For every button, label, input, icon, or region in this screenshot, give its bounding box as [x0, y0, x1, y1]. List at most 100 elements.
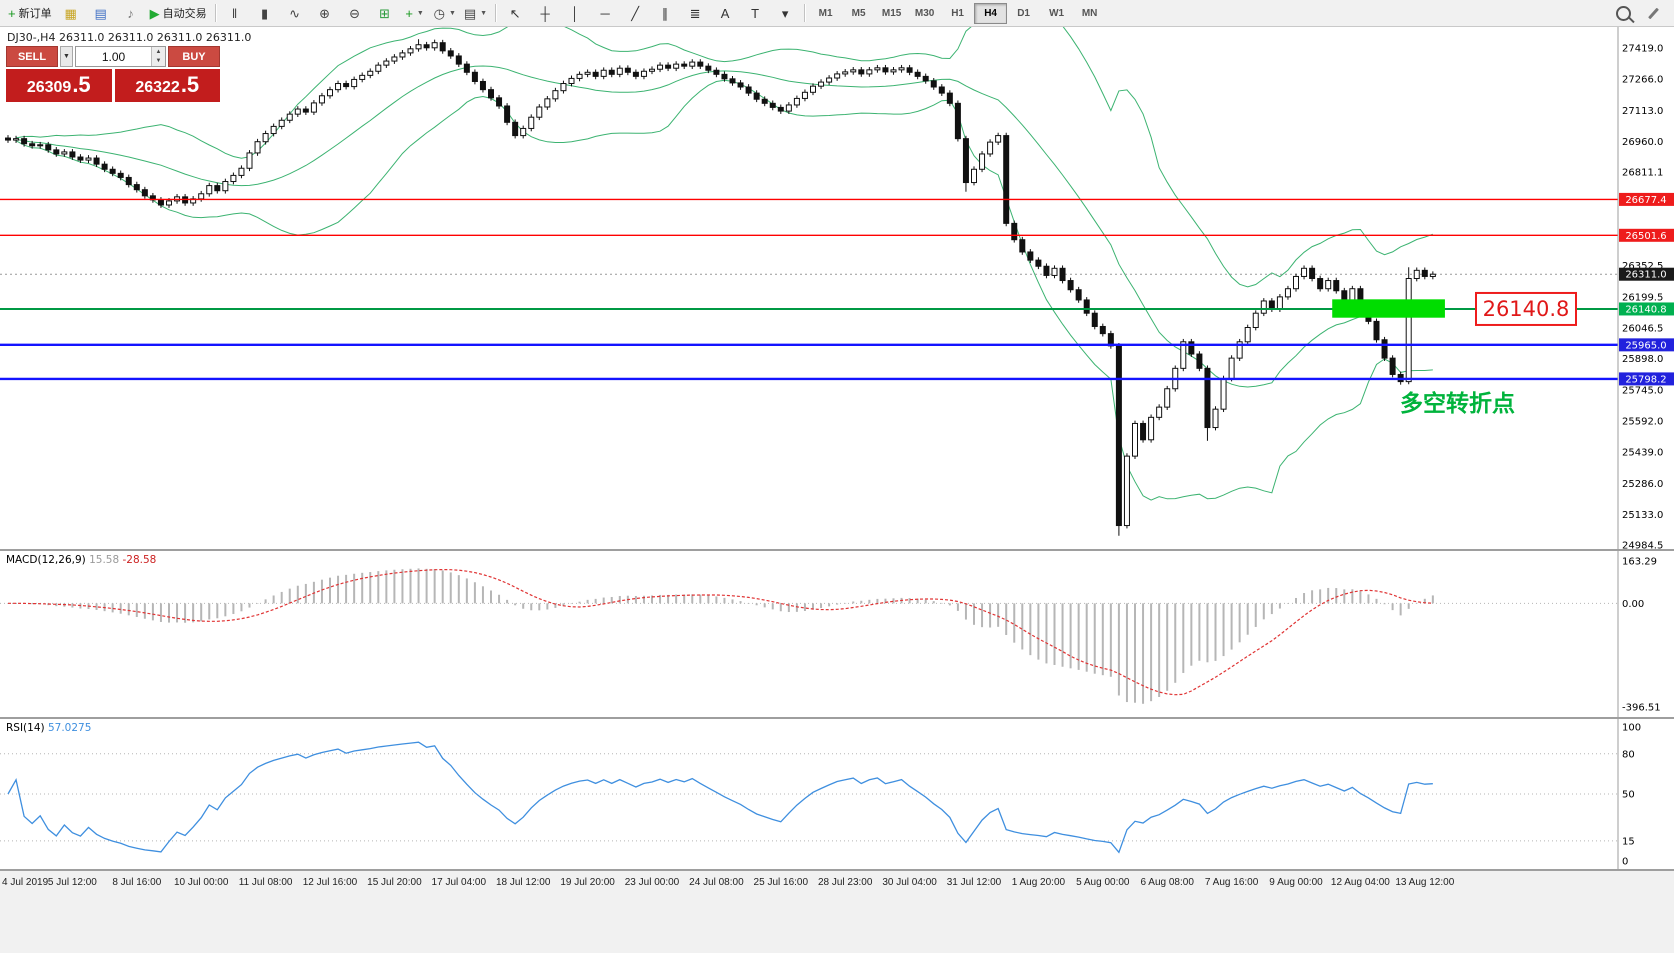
caret-down-icon: ▼ [448, 9, 456, 17]
svg-text:25798.2: 25798.2 [1625, 374, 1666, 385]
volume-down-button[interactable]: ▼ [152, 56, 165, 66]
sell-button[interactable]: SELL [6, 46, 58, 67]
sell-price: 26309 [26, 79, 72, 96]
arrows-button[interactable]: ▾ [770, 1, 800, 25]
vertical-line-icon: │ [571, 5, 580, 21]
macd-panel[interactable]: 163.29 0.00 -396.51 MACD(12,26,9) 15.58 -28… [0, 551, 1674, 717]
price-axis: 27419.0 27266.0 27113.0 26960.0 26811.1 26352… [1617, 27, 1674, 549]
equidistant-channel-button[interactable]: ∥ [650, 1, 680, 25]
crosshair-button[interactable]: ┼ [530, 1, 560, 25]
caret-down-icon: ▼ [63, 53, 70, 60]
timeframe-h1-button[interactable]: H1 [951, 7, 964, 19]
svg-text:80: 80 [1622, 749, 1635, 760]
sell-price-box[interactable]: 26309 .5 [6, 69, 112, 102]
panel-splitter[interactable] [0, 717, 1674, 719]
timeframe-m1-button[interactable]: M1 [818, 7, 833, 19]
vertical-line-button[interactable]: │ [560, 1, 590, 25]
buy-price-box[interactable]: 26322 .5 [114, 69, 220, 102]
svg-text:26677.4: 26677.4 [1625, 195, 1666, 206]
svg-text:163.29: 163.29 [1622, 556, 1657, 567]
caret-down-icon: ▼ [416, 9, 424, 17]
equidistant-channel-icon: ∥ [661, 5, 669, 21]
toolbar-divider [495, 4, 497, 22]
timeframe-w1-button[interactable]: W1 [1049, 7, 1065, 19]
price-callout-box[interactable] [1475, 291, 1577, 326]
time-axis-label: 5 Aug 00:00 [1076, 877, 1130, 888]
time-axis-label: 7 Aug 16:00 [1204, 877, 1259, 888]
volume-input[interactable] [76, 47, 151, 66]
rsi-panel[interactable]: 100 80 50 15 0 RSI(14) 57.0275 [0, 719, 1674, 869]
cursor-button[interactable]: ↖ [500, 1, 530, 25]
macd-signal-line [8, 568, 1433, 696]
turning-point-annotation[interactable]: 多空转折点 [1400, 390, 1515, 417]
buy-price-fraction: .5 [180, 72, 200, 97]
charts-button[interactable]: ▦ [56, 1, 86, 25]
trendline-button[interactable]: ╱ [620, 1, 650, 25]
periods-icon: ◷ [433, 5, 445, 21]
periods-button[interactable]: ◷ ▼ [430, 1, 460, 25]
time-axis-label: 23 Jul 00:00 [624, 877, 680, 888]
highlight-rectangle[interactable] [1332, 299, 1445, 318]
alerts-icon: ♪ [127, 5, 134, 21]
top-toolbar: + 新订单 ▦ ▤ ♪ ▶ 自动交易 ‖ ▮ ∿ ⊕ ⊖ ⊞ + ▼ ◷ ▼ ▤ ▼ ↖ ┼ │ ─ ╱ ∥ ≣ A T ▾ M1 M5 M1… [0, 0, 1674, 27]
time-axis-label: 18 Jul 12:00 [495, 877, 551, 888]
bar-chart-button[interactable]: ‖ [220, 1, 250, 25]
market-watch-button[interactable]: ▤ [86, 1, 116, 25]
fibonacci-button[interactable]: ≣ [680, 1, 710, 25]
indicators-icon: + [405, 5, 413, 21]
candlestick-chart-button[interactable]: ▮ [250, 1, 280, 25]
svg-text:26811.1: 26811.1 [1622, 168, 1663, 179]
rsi-label: RSI(14) 57.0275 [6, 722, 91, 734]
text-button[interactable]: A [710, 1, 740, 25]
zoom-out-button[interactable]: ⊖ [340, 1, 370, 25]
bar-chart-icon: ‖ [231, 5, 238, 21]
crosshair-icon: ┼ [540, 5, 550, 21]
svg-text:26140.8: 26140.8 [1625, 304, 1666, 315]
alerts-button[interactable]: ♪ [116, 1, 146, 25]
timeframe-m5-button[interactable]: M5 [851, 7, 866, 19]
line-chart-button[interactable]: ∿ [280, 1, 310, 25]
market-watch-icon: ▤ [94, 5, 107, 21]
time-axis: 4 Jul 2019 5 Jul 12:00 8 Jul 16:00 10 Jul 0… [0, 871, 1674, 953]
volume-up-button[interactable]: ▲ [152, 47, 165, 57]
auto-trading-icon: ▶ [149, 5, 160, 21]
horizontal-line-button[interactable]: ─ [590, 1, 620, 25]
edit-button[interactable] [1638, 1, 1668, 25]
price-chart[interactable]: 27419.0 27266.0 27113.0 26960.0 26811.1 26352… [0, 27, 1674, 549]
horizontal-line-objects[interactable] [0, 198, 1618, 381]
search-button[interactable] [1608, 1, 1638, 25]
timeframe-m15-button[interactable]: M15 [881, 7, 902, 19]
buy-price: 26322 [135, 79, 180, 96]
price-callout-text: 26140.8 [1483, 297, 1570, 321]
time-axis-label: 28 Jul 23:00 [817, 877, 873, 888]
new-order-button[interactable]: + 新订单 [4, 1, 56, 25]
trade-options-caret[interactable]: ▼ [60, 46, 73, 67]
line-chart-icon: ∿ [289, 5, 301, 21]
svg-text:0.00: 0.00 [1622, 599, 1644, 610]
time-axis-label: 6 Aug 08:00 [1140, 877, 1194, 888]
timeframe-mn-button[interactable]: MN [1081, 7, 1098, 19]
tile-windows-button[interactable]: ⊞ [370, 1, 400, 25]
timeframe-h4-button[interactable]: H4 [974, 2, 1008, 24]
buy-button[interactable]: BUY [168, 46, 220, 67]
sell-price-fraction: .5 [72, 72, 91, 97]
templates-button[interactable]: ▤ ▼ [460, 1, 491, 25]
time-axis-label: 9 Aug 00:00 [1269, 877, 1323, 888]
text-label-button[interactable]: T [740, 1, 770, 25]
svg-text:26960.0: 26960.0 [1622, 137, 1663, 148]
timeframe-m30-button[interactable]: M30 [914, 7, 935, 19]
text-label-icon: T [751, 5, 760, 21]
time-axis-label: 31 Jul 12:00 [946, 877, 1002, 888]
auto-trading-button[interactable]: ▶ 自动交易 [146, 1, 211, 25]
macd-histogram [7, 568, 1434, 704]
rsi-line [7, 741, 1433, 854]
indicators-button[interactable]: + ▼ [400, 1, 430, 25]
panel-splitter[interactable] [0, 549, 1674, 551]
zoom-in-icon: ⊕ [319, 5, 331, 21]
time-axis-label: 13 Aug 12:00 [1395, 877, 1455, 888]
svg-text:-396.51: -396.51 [1622, 702, 1661, 713]
templates-icon: ▤ [463, 5, 477, 21]
time-axis-label: 10 Jul 00:00 [173, 877, 229, 888]
zoom-in-button[interactable]: ⊕ [310, 1, 340, 25]
timeframe-d1-button[interactable]: D1 [1017, 7, 1030, 19]
